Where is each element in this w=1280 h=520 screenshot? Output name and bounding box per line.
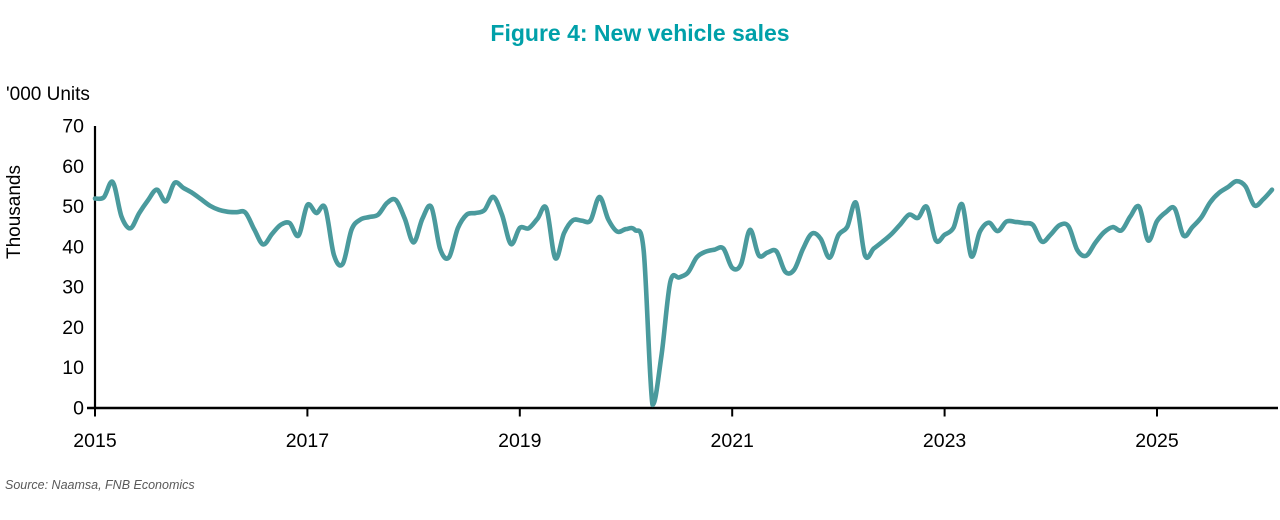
x-tick-label: 2025 [1135, 430, 1179, 452]
x-tick-label: 2015 [73, 430, 117, 452]
x-tick-label: 2023 [923, 430, 966, 452]
x-tick-label: 2021 [711, 430, 754, 452]
source-note: Source: Naamsa, FNB Economics [5, 478, 195, 492]
sales-line [92, 178, 1275, 408]
x-tick-label: 2019 [498, 430, 541, 452]
x-tick-label: 2017 [286, 430, 329, 452]
units-label: '000 Units [6, 84, 90, 105]
y-tick-label: 0 [73, 398, 84, 420]
y-tick-label: 40 [62, 236, 84, 258]
chart-title: Figure 4: New vehicle sales [490, 20, 790, 46]
y-tick-label: 70 [62, 116, 84, 138]
y-tick-label: 50 [62, 196, 84, 218]
y-tick-label: 30 [62, 277, 84, 299]
y-tick-label: 60 [62, 156, 84, 178]
y-tick-label: 10 [62, 357, 84, 379]
y-tick-label: 20 [62, 317, 84, 339]
